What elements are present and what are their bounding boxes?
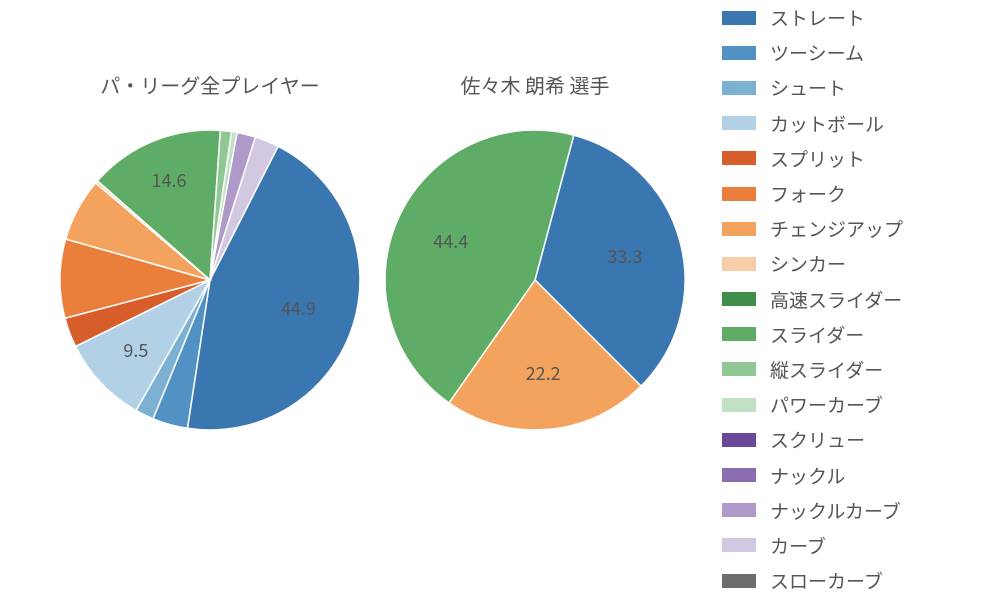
legend-swatch xyxy=(722,433,756,447)
legend-label: 高速スライダー xyxy=(770,290,902,309)
legend-swatch xyxy=(722,398,756,412)
legend-label: チェンジアップ xyxy=(770,219,903,238)
legend-item: チェンジアップ xyxy=(722,211,992,246)
legend-label: ストレート xyxy=(770,8,865,27)
pie-value-label: 22.2 xyxy=(526,360,561,386)
legend-swatch xyxy=(722,574,756,588)
legend-swatch xyxy=(722,11,756,25)
pie-value-label: 44.9 xyxy=(281,295,316,321)
legend-label: カットボール xyxy=(770,114,884,133)
legend-item: 縦スライダー xyxy=(722,352,992,387)
legend-label: パワーカーブ xyxy=(770,395,883,414)
legend-item: カーブ xyxy=(722,528,992,563)
legend-item: ストレート xyxy=(722,0,992,35)
pie-value-label: 9.5 xyxy=(123,337,148,363)
legend-item: カットボール xyxy=(722,106,992,141)
legend-swatch xyxy=(722,257,756,271)
legend-item: スプリット xyxy=(722,141,992,176)
legend-item: シンカー xyxy=(722,246,992,281)
legend-item: ナックル xyxy=(722,457,992,492)
legend-item: パワーカーブ xyxy=(722,387,992,422)
pie-league xyxy=(58,128,362,432)
legend-swatch xyxy=(722,187,756,201)
legend-swatch xyxy=(722,362,756,376)
legend-swatch xyxy=(722,468,756,482)
legend-swatch xyxy=(722,81,756,95)
legend-swatch xyxy=(722,503,756,517)
legend-swatch xyxy=(722,46,756,60)
legend-label: シンカー xyxy=(770,254,846,273)
legend-label: 縦スライダー xyxy=(770,360,883,379)
legend-label: スプリット xyxy=(770,149,865,168)
legend-item: 高速スライダー xyxy=(722,282,992,317)
chart-canvas: ストレートツーシームシュートカットボールスプリットフォークチェンジアップシンカー… xyxy=(0,0,1000,600)
legend-item: スクリュー xyxy=(722,422,992,457)
legend-label: ナックル xyxy=(770,466,845,485)
legend-swatch xyxy=(722,222,756,236)
legend-label: ツーシーム xyxy=(770,43,864,62)
pie-player xyxy=(383,128,687,432)
legend-label: フォーク xyxy=(770,184,846,203)
legend-item: フォーク xyxy=(722,176,992,211)
pie-value-label: 44.4 xyxy=(433,228,468,254)
legend-label: スライダー xyxy=(770,325,864,344)
legend-item: スライダー xyxy=(722,317,992,352)
legend-item: スローカーブ xyxy=(722,563,992,598)
legend-swatch xyxy=(722,292,756,306)
legend-label: スクリュー xyxy=(770,430,865,449)
pie-value-label: 14.6 xyxy=(151,167,186,193)
chart-title: パ・リーグ全プレイヤー xyxy=(100,70,319,99)
legend-item: シュート xyxy=(722,70,992,105)
legend-label: シュート xyxy=(770,78,846,97)
legend-swatch xyxy=(722,327,756,341)
legend-item: ツーシーム xyxy=(722,35,992,70)
legend-label: スローカーブ xyxy=(770,571,883,590)
legend-swatch xyxy=(722,538,756,552)
legend-label: カーブ xyxy=(770,536,826,555)
pie-value-label: 33.3 xyxy=(607,243,642,269)
chart-title: 佐々木 朗希 選手 xyxy=(461,70,610,99)
legend-label: ナックルカーブ xyxy=(770,501,901,520)
legend-item: ナックルカーブ xyxy=(722,493,992,528)
legend-swatch xyxy=(722,116,756,130)
legend: ストレートツーシームシュートカットボールスプリットフォークチェンジアップシンカー… xyxy=(722,0,992,598)
legend-swatch xyxy=(722,151,756,165)
